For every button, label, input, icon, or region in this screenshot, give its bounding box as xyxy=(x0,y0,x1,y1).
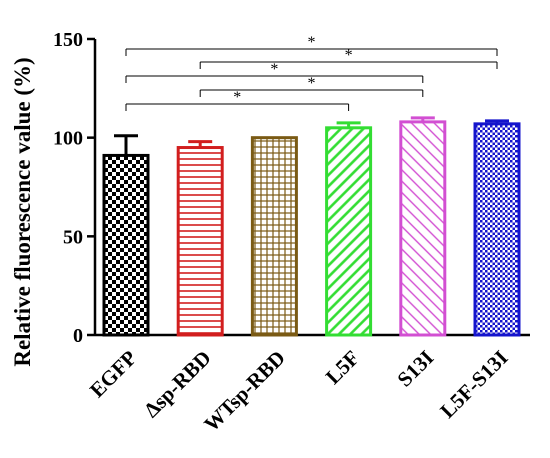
significance-star: * xyxy=(345,47,353,64)
y-tick-label: 0 xyxy=(73,325,83,347)
x-category-label: EGFP xyxy=(85,345,142,402)
x-category-label: S13I xyxy=(392,346,438,392)
bar xyxy=(399,120,447,337)
significance-star: * xyxy=(308,34,316,51)
bar xyxy=(176,146,224,337)
significance-star: * xyxy=(233,89,241,106)
significance-brackets: * * * * * xyxy=(125,34,498,111)
x-category-label: WTsp-RBD xyxy=(199,346,290,437)
bar xyxy=(325,126,373,337)
x-category-label: Δsp-RBD xyxy=(139,346,216,423)
bar xyxy=(250,136,298,337)
y-tick-label: 100 xyxy=(53,128,83,150)
bar xyxy=(473,122,521,337)
y-axis-title: Relative fluorescence value (%) xyxy=(10,57,35,366)
significance-star: * xyxy=(270,61,278,78)
x-category-label: L5F-S13I xyxy=(435,346,512,423)
axes: 0 50 100 150 xyxy=(53,29,530,347)
bars xyxy=(102,116,521,337)
x-category-label: L5F xyxy=(321,346,364,389)
y-tick-label: 150 xyxy=(53,29,83,51)
bar xyxy=(102,153,150,337)
significance-star: * xyxy=(308,75,316,92)
y-tick-label: 50 xyxy=(63,226,83,248)
